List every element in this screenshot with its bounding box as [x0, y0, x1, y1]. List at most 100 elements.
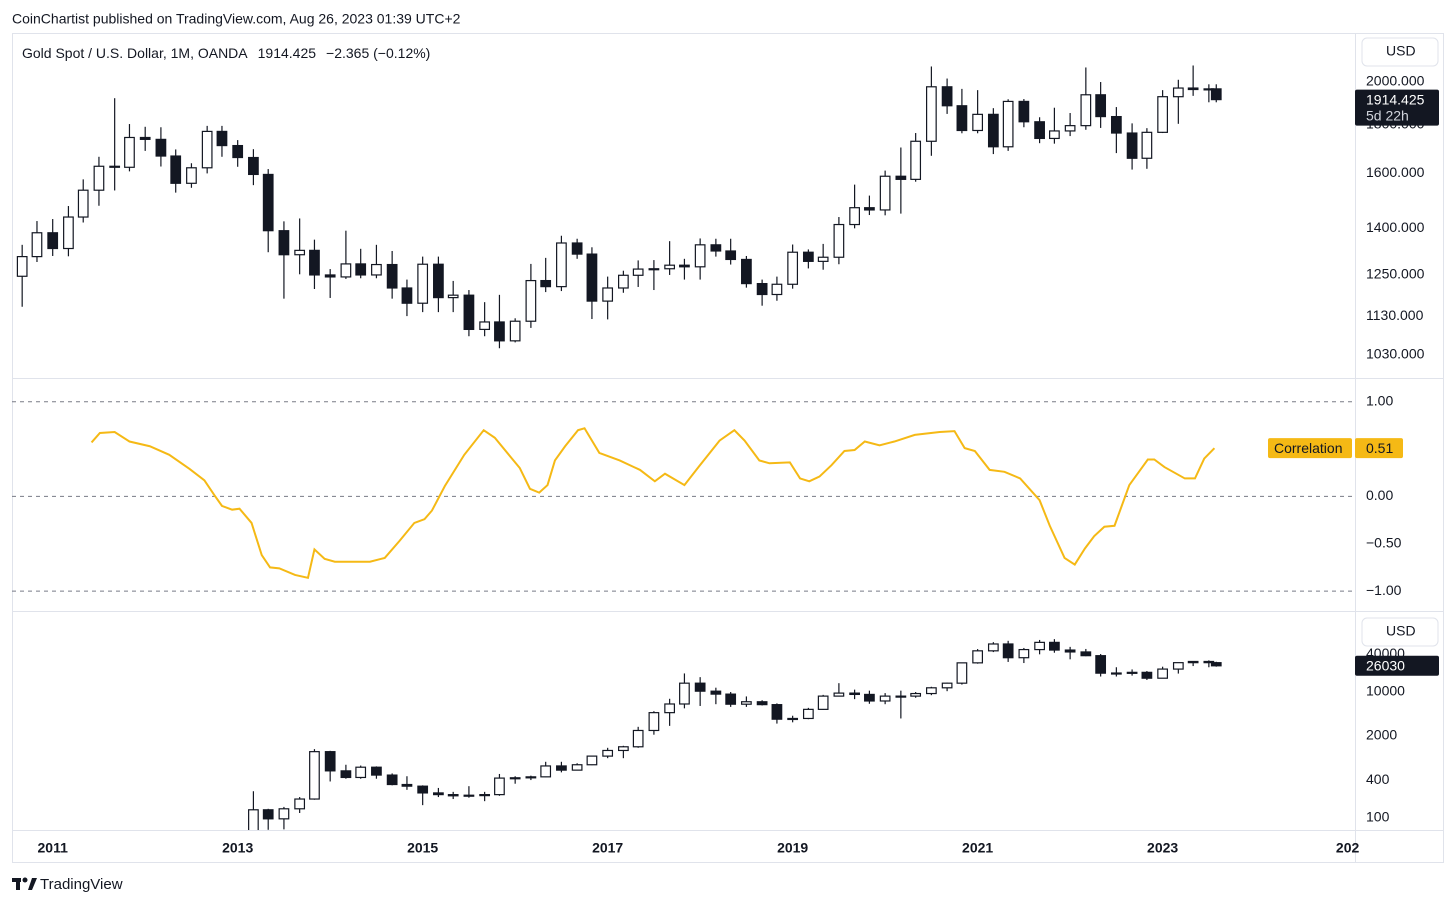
candle-body [602, 287, 614, 302]
candle-body [278, 230, 290, 256]
candle-body [817, 695, 829, 710]
y-tick-label: 1.00 [1366, 392, 1393, 408]
logo-shape [16, 878, 20, 890]
last-price-box [1355, 655, 1439, 676]
last-price-label: 1914.425 [1366, 91, 1425, 107]
candle-body [63, 216, 74, 250]
candle-body [849, 207, 860, 226]
candle-body [1172, 87, 1184, 98]
candle-body [294, 798, 306, 810]
x-tick-label: 2015 [407, 840, 438, 856]
candle-body [586, 755, 598, 766]
y-tick-label: 1250.000 [1366, 266, 1425, 282]
candle-body [833, 692, 845, 697]
candle-body [833, 223, 845, 258]
candle-body [1157, 96, 1168, 133]
candle-body [910, 692, 922, 697]
candle-body [124, 136, 135, 168]
candle-body [864, 693, 875, 702]
candle-body [47, 232, 59, 250]
candle-body [309, 249, 320, 276]
y-tick-label: 1400.000 [1366, 219, 1425, 235]
candle-body [540, 279, 552, 288]
candle-body [787, 251, 799, 285]
currency[interactable]: USD [1386, 623, 1416, 639]
last-value-label: 0.51 [1366, 440, 1393, 456]
candle-body [494, 777, 505, 796]
candle-body [1018, 100, 1030, 123]
currency-button[interactable] [1361, 617, 1439, 647]
candle-body [1187, 87, 1199, 91]
candle-body [463, 294, 475, 331]
candle-body [170, 155, 182, 184]
candle-body [879, 695, 891, 702]
candle-body [386, 774, 398, 786]
candle-body [864, 207, 875, 211]
candle-body [463, 794, 475, 797]
logo-shape [22, 877, 28, 883]
candle-body [309, 751, 320, 800]
candle-body [895, 695, 907, 698]
candle-body [602, 749, 614, 757]
y-tick-label: 100 [1366, 809, 1390, 825]
price-change: −2.365 (−0.12%) [326, 45, 430, 61]
candle-body [679, 264, 690, 268]
candle-body [1064, 649, 1076, 653]
candle-body [802, 708, 814, 720]
candle-body [556, 242, 567, 288]
x-tick-label: 2021 [962, 840, 993, 856]
candle-body [926, 687, 937, 695]
candle-body [849, 692, 860, 696]
candle-body [618, 274, 629, 289]
correlation-pane [12, 401, 1355, 592]
candle-body [710, 244, 722, 252]
candle-body [371, 263, 382, 276]
candle-body [525, 279, 537, 322]
candle-body [77, 189, 89, 218]
candle-body [987, 643, 999, 652]
candle-body [324, 274, 336, 278]
bar-countdown: 5d 22h [1366, 107, 1409, 123]
currency[interactable]: USD [1386, 43, 1416, 59]
candle-body [1110, 672, 1122, 675]
candle-body [1157, 668, 1168, 679]
candle-body [1187, 660, 1199, 664]
candle-body [1034, 121, 1045, 140]
candle-body [248, 156, 259, 176]
candle-body [972, 113, 984, 132]
candle-body [1126, 132, 1138, 159]
candle-body [294, 249, 306, 256]
candle-body [941, 682, 953, 689]
x-tick-label: 2023 [1147, 840, 1178, 856]
candle-body [741, 258, 752, 285]
currency-button[interactable] [1361, 37, 1439, 67]
candle-body [155, 138, 167, 157]
candle-body [447, 294, 459, 299]
candle-body [186, 167, 197, 184]
candle-body [802, 251, 814, 262]
last-value-box [1355, 438, 1403, 459]
candle-body [109, 165, 121, 168]
candle-body [479, 321, 491, 331]
candle-body [756, 701, 768, 706]
candle-body [556, 765, 567, 771]
candle-body [324, 751, 336, 772]
candle-body [447, 794, 459, 797]
bitcoin-pane [248, 639, 1222, 830]
candle-body [340, 263, 352, 278]
y-tick-label: 2000.000 [1366, 72, 1425, 88]
y-tick-label: 0.00 [1366, 487, 1393, 503]
candle-body [216, 130, 228, 147]
symbol: Gold Spot / U.S. Dollar, 1M, OANDA [22, 45, 248, 61]
y-tick-label: 10000 [1366, 683, 1405, 699]
candle-body [817, 256, 829, 262]
candle-body [525, 776, 537, 779]
candle-body [710, 690, 722, 695]
candle-body [725, 693, 737, 705]
candle-body [941, 86, 953, 107]
candle-body [1018, 648, 1030, 659]
candle-body [401, 287, 413, 304]
candle-body [1049, 641, 1060, 651]
candle-body [1064, 125, 1076, 132]
candle-body [1002, 100, 1014, 148]
